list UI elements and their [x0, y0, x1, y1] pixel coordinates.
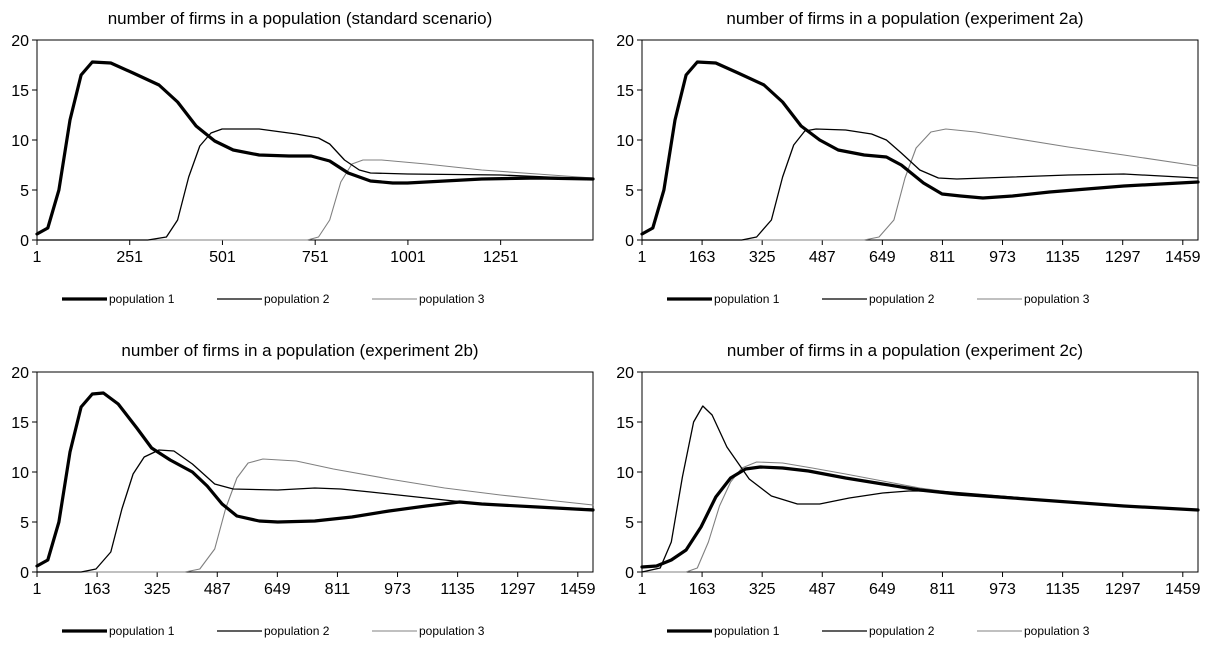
- legend-label: population 2: [264, 624, 330, 638]
- legend-label: population 1: [714, 624, 780, 638]
- y-tick-label: 15: [11, 83, 29, 100]
- legend-label: population 2: [869, 624, 935, 638]
- x-tick-label: 1: [638, 581, 647, 598]
- x-tick-label: 1459: [560, 581, 596, 598]
- x-tick-label: 1297: [1105, 249, 1141, 266]
- series-line-population-1: [640, 60, 1200, 236]
- chart-panel-experiment-2b: number of firms in a population (experim…: [0, 332, 600, 664]
- y-tick-label: 20: [616, 365, 634, 382]
- x-tick-label: 1: [33, 249, 42, 266]
- y-tick-label: 0: [20, 565, 29, 582]
- chart-title: number of firms in a population (experim…: [727, 341, 1083, 360]
- x-tick-label: 163: [84, 581, 111, 598]
- x-tick-label: 751: [302, 249, 329, 266]
- legend-label: population 3: [419, 624, 485, 638]
- x-tick-label: 1001: [390, 249, 426, 266]
- y-tick-label: 0: [20, 233, 29, 250]
- legend-label: population 2: [869, 292, 935, 306]
- x-tick-label: 1: [638, 249, 647, 266]
- legend-label: population 3: [1024, 624, 1090, 638]
- y-tick-label: 15: [616, 415, 634, 432]
- x-tick-label: 649: [869, 581, 896, 598]
- x-tick-label: 251: [116, 249, 143, 266]
- series-line-population-2: [641, 128, 1199, 241]
- chart-svg: number of firms in a population (standar…: [11, 9, 595, 306]
- x-tick-label: 1297: [1105, 581, 1141, 598]
- chart-title: number of firms in a population (experim…: [121, 341, 478, 360]
- x-tick-label: 811: [325, 581, 351, 598]
- series-line-population-2: [36, 128, 594, 241]
- x-tick-label: 811: [930, 249, 956, 266]
- x-tick-label: 649: [869, 249, 896, 266]
- series-line-population-3: [36, 458, 594, 573]
- legend-label: population 1: [109, 292, 175, 306]
- y-tick-label: 15: [11, 415, 29, 432]
- plot-frame: [641, 39, 1199, 241]
- legend-label: population 3: [1024, 292, 1090, 306]
- x-tick-label: 973: [989, 581, 1016, 598]
- chart-title: number of firms in a population (standar…: [108, 9, 493, 28]
- y-tick-label: 15: [616, 83, 634, 100]
- x-tick-label: 163: [689, 249, 716, 266]
- series-line-population-2: [36, 449, 594, 573]
- x-tick-label: 1135: [1045, 581, 1080, 598]
- plot-frame: [36, 371, 594, 573]
- y-tick-label: 5: [625, 515, 634, 532]
- x-tick-label: 487: [809, 581, 836, 598]
- x-tick-label: 973: [989, 249, 1016, 266]
- x-tick-label: 1297: [500, 581, 536, 598]
- y-tick-label: 10: [11, 465, 29, 482]
- x-tick-label: 487: [809, 249, 836, 266]
- legend-label: population 1: [109, 624, 175, 638]
- y-tick-label: 20: [616, 33, 634, 50]
- chart-svg: number of firms in a population (experim…: [616, 9, 1201, 306]
- y-tick-label: 0: [625, 233, 634, 250]
- y-tick-label: 0: [625, 565, 634, 582]
- x-tick-label: 487: [204, 581, 231, 598]
- y-tick-label: 5: [20, 183, 29, 200]
- legend-label: population 2: [264, 292, 330, 306]
- y-tick-label: 20: [11, 365, 29, 382]
- series-line-population-1: [640, 465, 1200, 569]
- y-tick-label: 20: [11, 33, 29, 50]
- legend-label: population 3: [419, 292, 485, 306]
- x-tick-label: 325: [749, 249, 776, 266]
- y-tick-label: 10: [11, 133, 29, 150]
- x-tick-label: 1459: [1165, 581, 1201, 598]
- x-tick-label: 973: [384, 581, 411, 598]
- chart-svg: number of firms in a population (experim…: [616, 341, 1201, 638]
- plot-frame: [641, 371, 1199, 573]
- plot-frame: [36, 39, 594, 241]
- series-line-population-1: [35, 60, 595, 236]
- legend-label: population 1: [714, 292, 780, 306]
- x-tick-label: 1251: [483, 249, 519, 266]
- chart-panel-experiment-2a: number of firms in a population (experim…: [605, 0, 1205, 332]
- x-tick-label: 1459: [1165, 249, 1201, 266]
- series-line-population-1: [35, 391, 595, 568]
- x-tick-label: 325: [749, 581, 776, 598]
- series-line-population-3: [36, 159, 594, 241]
- y-tick-label: 10: [616, 133, 634, 150]
- x-tick-label: 325: [144, 581, 171, 598]
- x-tick-label: 501: [209, 249, 236, 266]
- chart-panel-standard-scenario: number of firms in a population (standar…: [0, 0, 600, 332]
- chart-panel-experiment-2c: number of firms in a population (experim…: [605, 332, 1205, 664]
- x-tick-label: 1135: [440, 581, 475, 598]
- x-tick-label: 1: [33, 581, 42, 598]
- x-tick-label: 163: [689, 581, 716, 598]
- chart-title: number of firms in a population (experim…: [726, 9, 1083, 28]
- y-tick-label: 5: [20, 515, 29, 532]
- x-tick-label: 1135: [1045, 249, 1080, 266]
- x-tick-label: 811: [930, 581, 956, 598]
- series-line-population-3: [641, 461, 1199, 573]
- y-tick-label: 5: [625, 183, 634, 200]
- y-tick-label: 10: [616, 465, 634, 482]
- x-tick-label: 649: [264, 581, 291, 598]
- series-line-population-3: [641, 128, 1199, 241]
- chart-svg: number of firms in a population (experim…: [11, 341, 596, 638]
